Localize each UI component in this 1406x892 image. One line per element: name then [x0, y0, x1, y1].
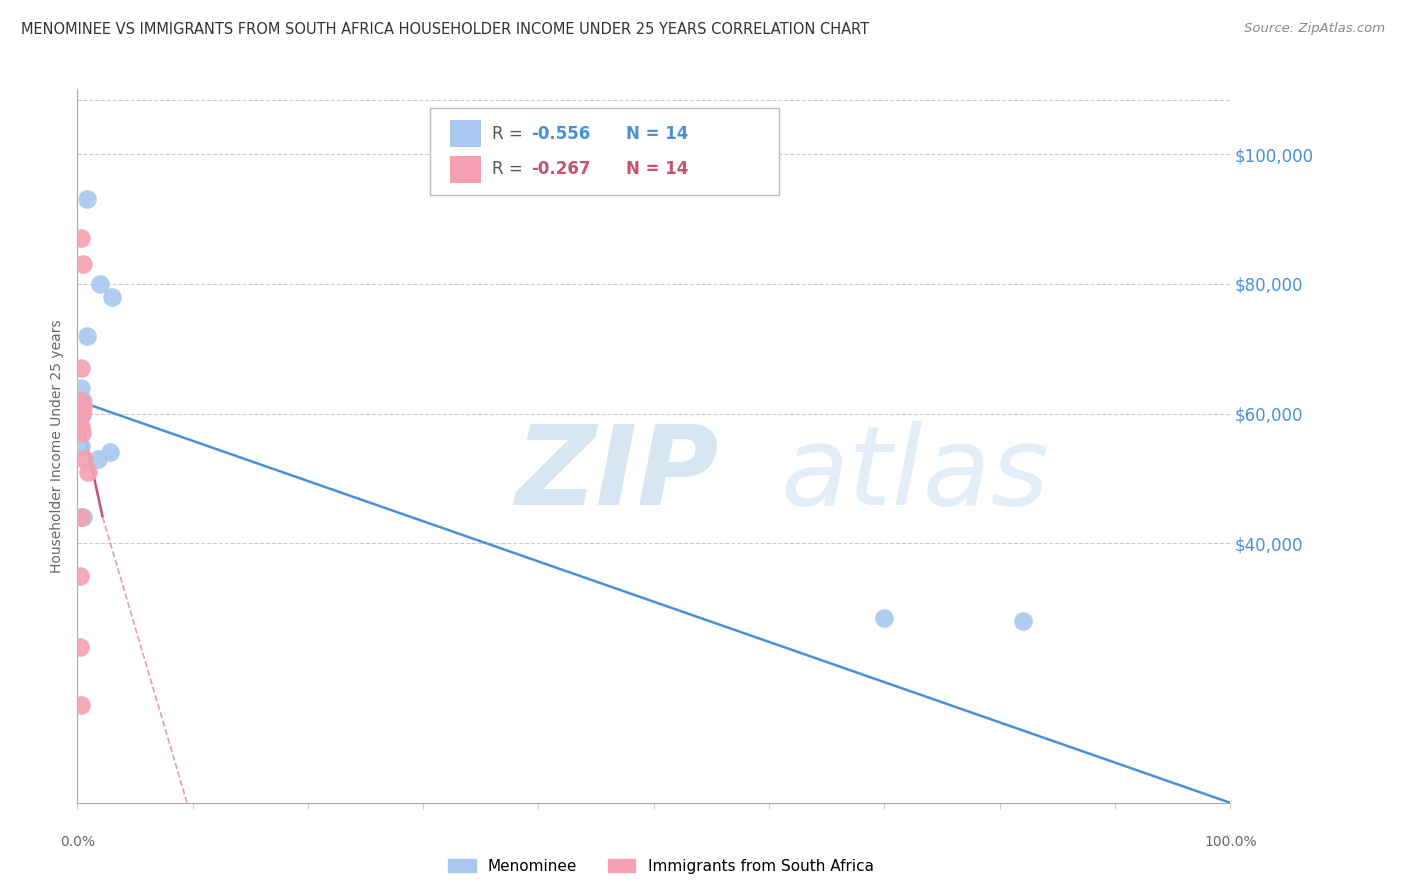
Legend: Menominee, Immigrants from South Africa: Menominee, Immigrants from South Africa: [441, 853, 880, 880]
Point: [873, 611, 896, 625]
Point: [69, 231, 91, 245]
Text: R =: R =: [492, 161, 529, 178]
Text: 0.0%: 0.0%: [60, 835, 94, 849]
Point: [76, 465, 98, 479]
Point: [69, 510, 91, 524]
Point: [89, 277, 111, 291]
Point: [69, 381, 91, 395]
Text: atlas: atlas: [780, 421, 1049, 528]
Point: [101, 290, 124, 304]
Point: [69, 361, 91, 376]
Text: ZIP: ZIP: [516, 421, 718, 528]
Text: MENOMINEE VS IMMIGRANTS FROM SOUTH AFRICA HOUSEHOLDER INCOME UNDER 25 YEARS CORR: MENOMINEE VS IMMIGRANTS FROM SOUTH AFRIC…: [21, 22, 869, 37]
Point: [73, 452, 96, 467]
Point: [76, 328, 98, 343]
Point: [69, 698, 91, 713]
Point: [69, 568, 91, 582]
Point: [72, 393, 94, 408]
Point: [1011, 614, 1033, 628]
Point: [72, 400, 94, 414]
Point: [70, 407, 93, 421]
Point: [70, 425, 93, 440]
Y-axis label: Householder Income Under 25 years: Householder Income Under 25 years: [51, 319, 65, 573]
Point: [69, 640, 91, 654]
Point: [69, 439, 91, 453]
Point: [70, 407, 93, 421]
Text: Source: ZipAtlas.com: Source: ZipAtlas.com: [1244, 22, 1385, 36]
Point: [72, 257, 94, 271]
Point: [69, 419, 91, 434]
Point: [98, 445, 121, 459]
Text: N = 14: N = 14: [626, 161, 688, 178]
Text: R =: R =: [492, 125, 529, 143]
Point: [87, 452, 110, 467]
Text: -0.267: -0.267: [531, 161, 591, 178]
Point: [76, 193, 98, 207]
Text: N = 14: N = 14: [626, 125, 688, 143]
Point: [69, 419, 91, 434]
Text: -0.556: -0.556: [531, 125, 591, 143]
Text: 100.0%: 100.0%: [1204, 835, 1257, 849]
Point: [69, 393, 91, 408]
Point: [72, 510, 94, 524]
